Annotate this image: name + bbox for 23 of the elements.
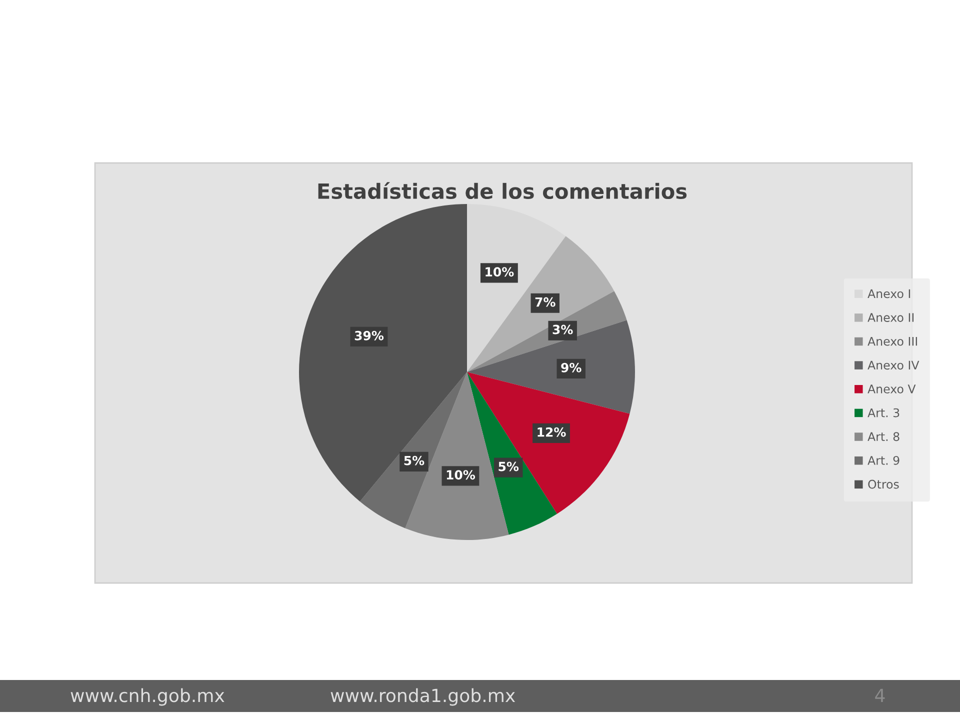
legend-label: Anexo IV <box>868 360 920 370</box>
legend-label: Anexo III <box>868 337 918 346</box>
pie-slice <box>467 320 635 414</box>
text: www.cnh.gob.mx <box>70 688 224 706</box>
chart-title: Estadísticas de los comentarios <box>318 182 687 200</box>
text: www.ronda1.gob.mx <box>330 688 516 706</box>
legend-label: Otros <box>868 480 899 489</box>
data-label: 10% <box>486 267 514 277</box>
legend-label: Anexo V <box>868 384 916 394</box>
legend-label: Anexo I <box>868 289 910 298</box>
legend-label: Art. 9 <box>868 456 900 465</box>
legend-label: Anexo II <box>868 313 914 322</box>
data-label: 7% <box>535 297 556 307</box>
data-label: 5% <box>498 462 519 472</box>
data-label: 12% <box>538 427 566 437</box>
data-label: 3% <box>552 324 573 334</box>
data-label: 9% <box>561 362 582 372</box>
pie-slice <box>467 236 614 372</box>
data-label: 5% <box>404 456 424 466</box>
legend-label: Art. 3 <box>868 408 900 418</box>
legend-label: Art. 8 <box>868 432 900 442</box>
data-label: 39% <box>354 330 384 340</box>
data-label: 10% <box>446 470 476 480</box>
